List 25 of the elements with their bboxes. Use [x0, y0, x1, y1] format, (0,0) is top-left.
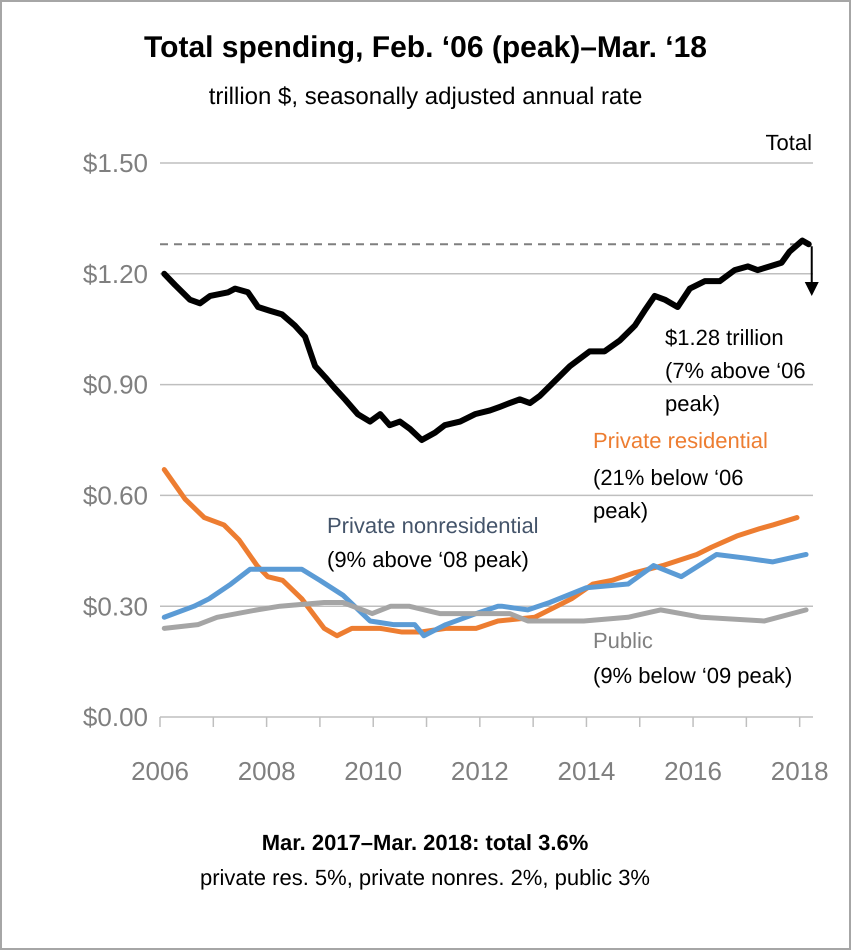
x-tick-label: 2012: [450, 756, 509, 786]
y-tick-label: $0.30: [82, 591, 148, 622]
annotation: (21% below ‘06 peak): [593, 465, 744, 523]
x-tick-label: 2006: [131, 756, 189, 786]
y-tick-label: $0.60: [82, 480, 148, 510]
x-tick-label: 2010: [344, 756, 402, 786]
chart-subtitle: trillion $, seasonally adjusted annual rate: [208, 83, 642, 110]
y-tick-label: $0.00: [82, 702, 148, 732]
x-tick-label: 2016: [664, 756, 722, 786]
annotation: $1.28 trillion (7% above ‘06 peak): [665, 325, 806, 416]
text: Private residential: [593, 428, 768, 453]
annotation: (9% above ‘08 peak): [327, 547, 529, 572]
x-tick-label: 2018: [770, 756, 829, 786]
series-label: Private nonresidential: [327, 513, 539, 538]
x-tick-label: 2014: [558, 756, 616, 786]
y-tick-label: $1.20: [82, 258, 148, 289]
y-tick-label: $0.90: [82, 370, 148, 400]
chart-title: Total spending, Feb. ‘06 (peak)–Mar. ‘18: [144, 31, 707, 64]
text: Mar. 2017–Mar. 2018: total 3.6%: [262, 830, 588, 855]
text: Total: [766, 130, 812, 155]
text: private res. 5%, private nonres. 2%, public 3%: [200, 865, 650, 890]
y-tick-label: $1.50: [82, 148, 148, 178]
annotation: (9% below ‘09 peak): [593, 663, 792, 688]
x-tick-label: 2008: [238, 756, 296, 786]
series-label: Public: [593, 628, 653, 653]
